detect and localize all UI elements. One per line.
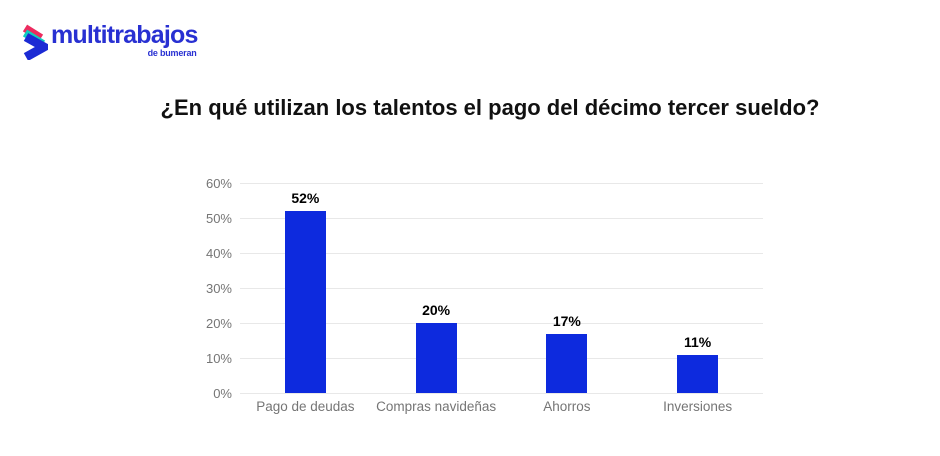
brand-logo: multitrabajos de bumeran xyxy=(22,22,198,60)
bar-value-label: 11% xyxy=(684,333,712,350)
gridline xyxy=(240,287,763,289)
gridline xyxy=(240,357,763,359)
y-axis-tick-label: 0% xyxy=(213,385,232,401)
x-axis-category-label: Pago de deudas xyxy=(256,399,355,414)
bar-1 xyxy=(284,211,326,393)
gridline xyxy=(240,182,763,184)
bar-value-label: 17% xyxy=(552,312,581,329)
multitrabajos-logo-icon xyxy=(22,24,48,60)
x-axis-category-label: Inversiones xyxy=(663,399,733,414)
gridline xyxy=(240,217,763,219)
bar-3 xyxy=(546,333,588,393)
gridline xyxy=(240,392,763,394)
gridline xyxy=(240,252,763,254)
gridline xyxy=(240,322,763,324)
page-title: ¿En qué utilizan los talentos el pago de… xyxy=(160,95,820,120)
y-axis-tick-label: 40% xyxy=(205,245,232,261)
x-axis-category-label: Ahorros xyxy=(543,399,591,414)
y-axis-tick-label: 10% xyxy=(205,350,232,366)
y-axis-tick-label: 30% xyxy=(205,280,232,296)
y-axis-tick-label: 50% xyxy=(205,210,232,226)
bar-value-label: 52% xyxy=(291,190,320,206)
bar-4 xyxy=(677,354,719,393)
brand-logo-text: multitrabajos de bumeran xyxy=(51,21,198,59)
brand-name: multitrabajos xyxy=(51,21,198,49)
x-axis-category-label: Compras navideñas xyxy=(376,399,497,414)
y-axis-tick-label: 20% xyxy=(205,315,232,331)
bar-2 xyxy=(415,323,457,393)
bar-value-label: 20% xyxy=(422,302,451,318)
y-axis-tick-label: 60% xyxy=(205,175,232,191)
brand-subtitle: de bumeran xyxy=(147,48,197,58)
